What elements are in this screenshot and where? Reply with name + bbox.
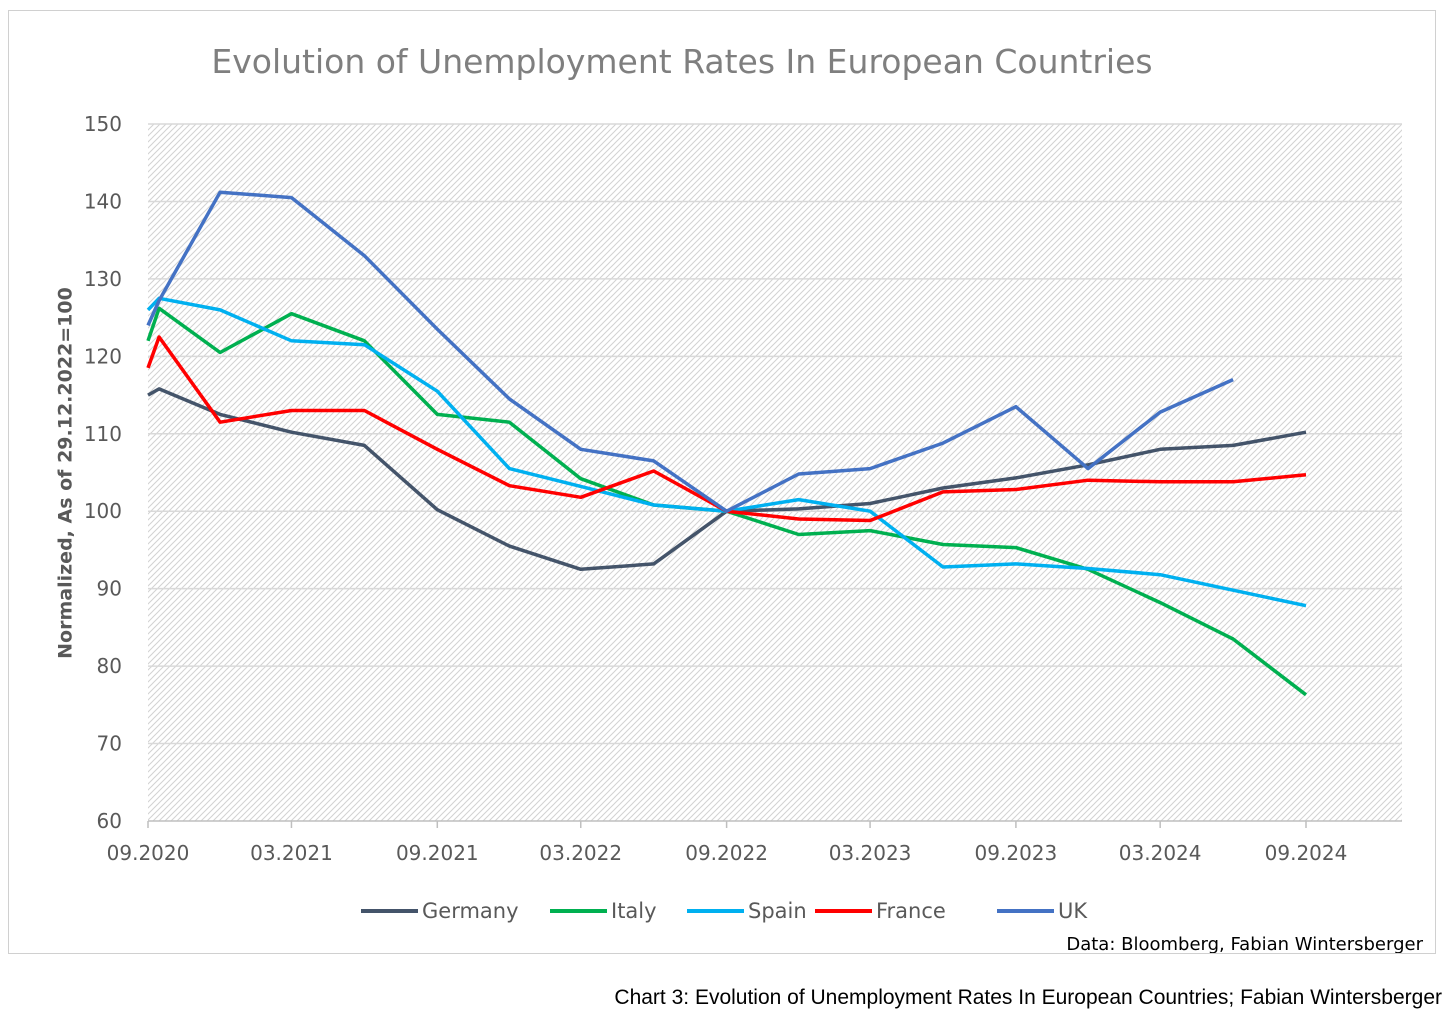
x-tick-label: 03.2022 (539, 841, 622, 865)
legend: Germany Italy Spain France UK (361, 899, 1088, 923)
x-tick-label: 09.2023 (975, 841, 1058, 865)
figure-caption: Chart 3: Evolution of Unemployment Rates… (614, 986, 1442, 1009)
y-tick-label: 110 (84, 422, 122, 446)
gridlines (148, 123, 1402, 745)
y-tick-label: 120 (84, 344, 122, 368)
y-tick-label: 100 (84, 499, 122, 523)
x-tick-label: 09.2020 (107, 841, 190, 865)
plot-area (148, 124, 1402, 821)
y-axis-label: Normalized, As of 29.12.2022=100 (55, 287, 77, 659)
legend-label-france: France (876, 899, 946, 923)
source-note: Data: Bloomberg, Fabian Wintersberger (1066, 934, 1423, 953)
x-tick-label: 09.2022 (685, 841, 768, 865)
axes: 60 70 80 90 100 110 120 130 140 150 09.2020 03.2021… (84, 112, 1402, 865)
x-tick-label: 09.2021 (396, 841, 479, 865)
y-tick-label: 70 (97, 732, 122, 756)
series-lines (146, 190, 1308, 697)
x-tick-label: 03.2023 (829, 841, 912, 865)
series-line-spain (146, 296, 1307, 608)
legend-label-uk: UK (1058, 899, 1088, 923)
y-tick-label: 60 (97, 809, 122, 833)
y-tick-label: 80 (97, 654, 122, 678)
line-chart: Evolution of Unemployment Rates In Europ… (55, 42, 1424, 955)
chart-title: Evolution of Unemployment Rates In Europ… (211, 42, 1152, 81)
series-line-germany (147, 387, 1307, 572)
series-line-uk (146, 190, 1234, 513)
series-line-france (146, 335, 1307, 523)
x-tick-label: 03.2024 (1119, 841, 1202, 865)
y-tick-label: 90 (97, 577, 122, 601)
legend-label-spain: Spain (748, 899, 807, 923)
y-tick-label: 150 (84, 112, 122, 136)
y-tick-label: 130 (84, 267, 122, 291)
x-tick-label: 03.2021 (250, 841, 333, 865)
y-tick-label: 140 (84, 189, 122, 213)
x-tick-label: 09.2024 (1265, 841, 1348, 865)
legend-label-italy: Italy (611, 899, 657, 923)
legend-label-germany: Germany (422, 899, 519, 923)
chart-frame: Evolution of Unemployment Rates In Europ… (8, 10, 1436, 955)
